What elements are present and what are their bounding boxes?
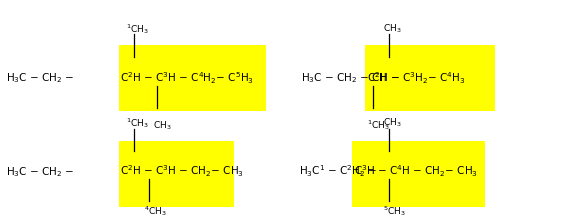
Text: $^1$CH$_3$: $^1$CH$_3$ (126, 22, 149, 36)
Text: C$^3$H − C$^4$H − CH$_2$− CH$_3$: C$^3$H − C$^4$H − CH$_2$− CH$_3$ (354, 164, 478, 179)
Text: $^1$CH$_3$: $^1$CH$_3$ (367, 118, 390, 132)
Text: CH$_3$: CH$_3$ (383, 117, 402, 129)
Text: C$^2$H − C$^3$H − CH$_2$− CH$_3$: C$^2$H − C$^3$H − CH$_2$− CH$_3$ (120, 164, 244, 179)
Text: $^5$CH$_3$: $^5$CH$_3$ (383, 204, 406, 218)
Text: C$^2$H − C$^3$H − C$^4$H$_2$− C$^5$H$_3$: C$^2$H − C$^3$H − C$^4$H$_2$− C$^5$H$_3$ (120, 70, 255, 86)
Bar (352, 141, 485, 207)
Bar (365, 45, 495, 111)
Text: CH$_3$: CH$_3$ (153, 119, 171, 132)
Text: $^4$CH$_3$: $^4$CH$_3$ (144, 204, 167, 218)
Text: H$_3$C − CH$_2$ −: H$_3$C − CH$_2$ − (6, 71, 74, 85)
Text: H$_3$C$^1$ − C$^2$H$_2$ −: H$_3$C$^1$ − C$^2$H$_2$ − (299, 164, 377, 179)
Text: CH$_3$: CH$_3$ (383, 22, 402, 35)
Text: C$^2$H − C$^3$H$_2$− C$^4$H$_3$: C$^2$H − C$^3$H$_2$− C$^4$H$_3$ (367, 70, 465, 86)
Text: H$_3$C − CH$_2$ −: H$_3$C − CH$_2$ − (6, 165, 74, 178)
Text: $^1$CH$_3$: $^1$CH$_3$ (126, 116, 149, 130)
Bar (119, 141, 234, 207)
Text: H$_3$C − CH$_2$ − CH −: H$_3$C − CH$_2$ − CH − (301, 71, 400, 85)
Bar (119, 45, 266, 111)
